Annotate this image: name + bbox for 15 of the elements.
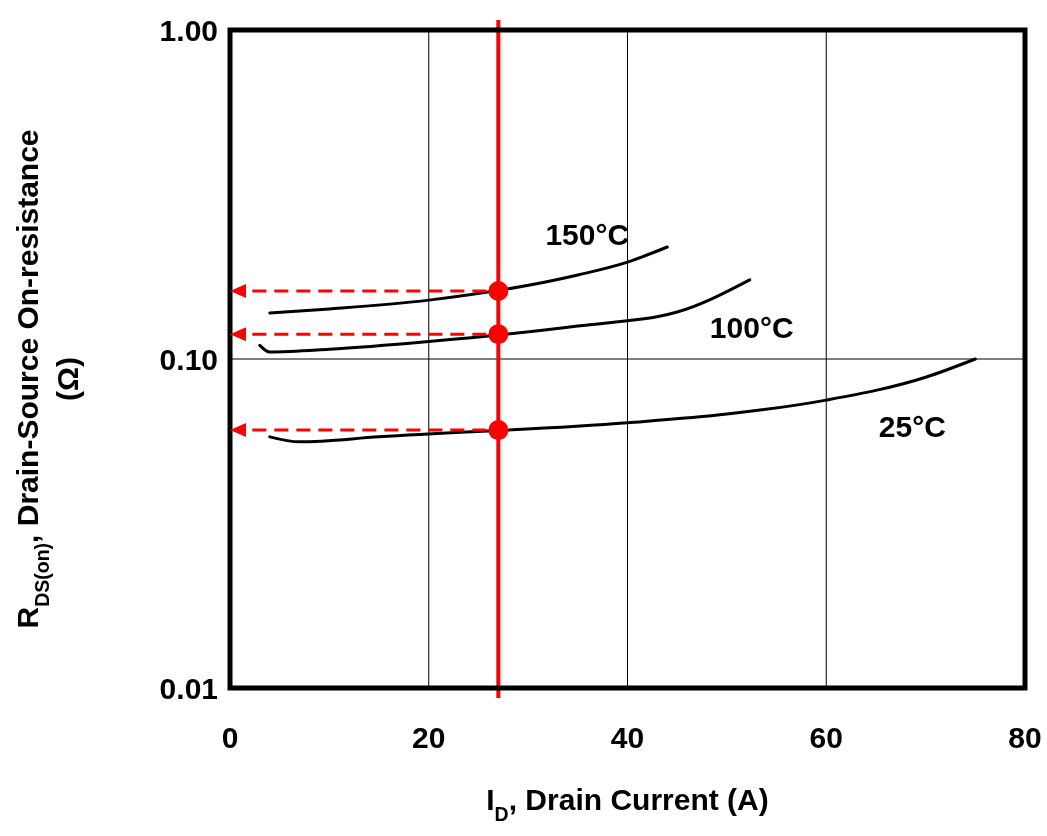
y-tick-label: 0.10 [159,342,218,376]
series-label: 25°C [878,409,946,443]
x-tick-label: 80 [1008,721,1042,754]
x-tick-label: 40 [610,721,645,754]
y-tick-label: 1.00 [159,13,218,47]
x-tick-label: 20 [412,721,446,754]
point [488,280,509,301]
x-tick-label: 0 [221,721,239,754]
series-label: 150°C [545,218,630,252]
y-tick-label: 0.01 [159,671,218,705]
series-label: 100°C [709,311,794,345]
x-tick-label: 60 [809,721,843,754]
x-axis-title: I$_{D}$, Drain Current (A) [486,783,769,825]
point [488,324,509,345]
point [488,420,509,441]
